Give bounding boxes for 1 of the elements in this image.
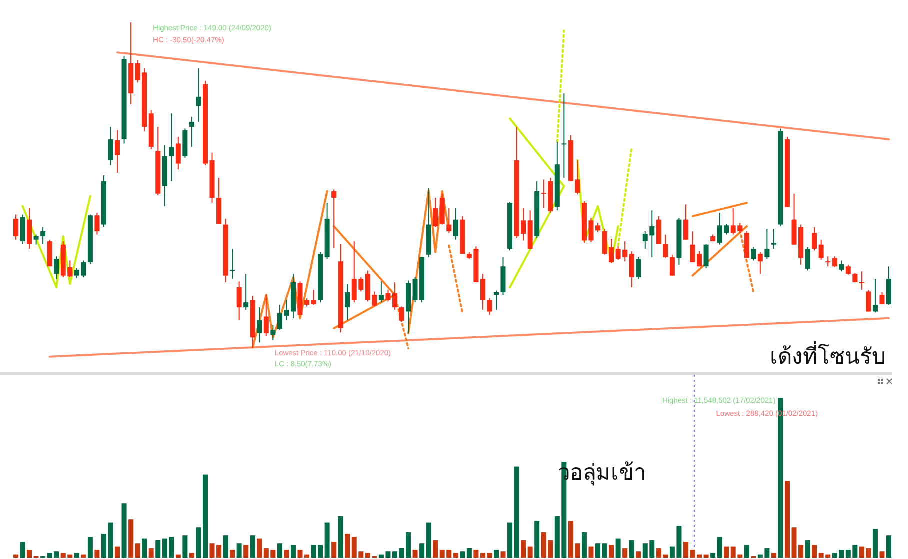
annotation: เด้งที่โซนรับ (770, 341, 886, 369)
